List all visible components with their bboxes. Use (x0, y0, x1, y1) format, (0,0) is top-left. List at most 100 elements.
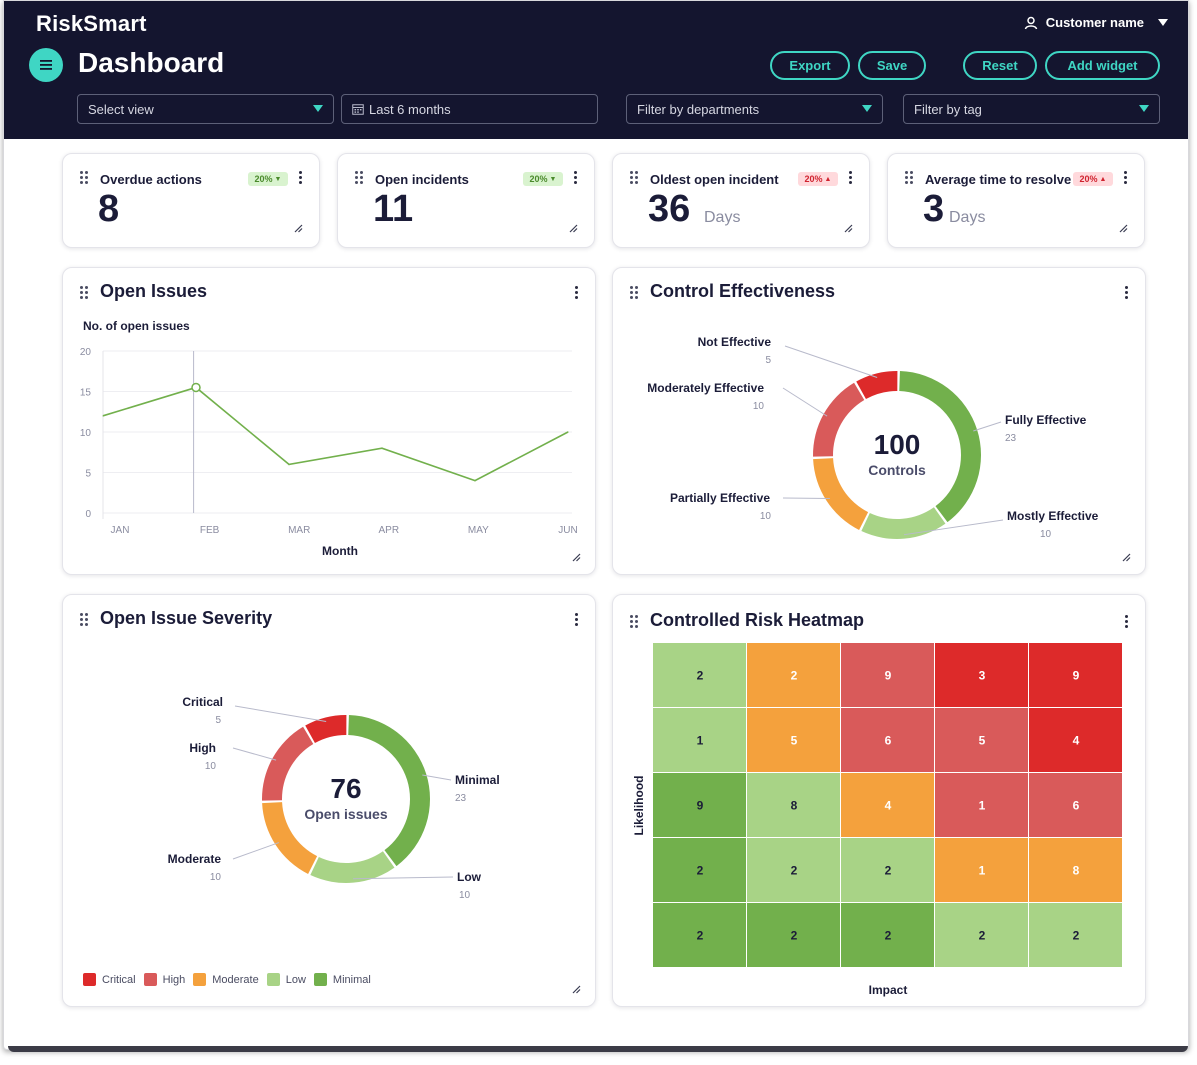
hamburger-icon (40, 60, 52, 70)
more-options-icon[interactable] (1124, 171, 1128, 187)
menu-button[interactable] (29, 48, 63, 82)
heatmap-cell[interactable] (1029, 643, 1122, 707)
donut-slice[interactable] (348, 715, 430, 867)
resize-handle-icon[interactable] (843, 223, 853, 233)
legend-item[interactable]: Moderate (193, 973, 259, 986)
more-options-icon[interactable] (575, 286, 579, 302)
more-options-icon[interactable] (575, 613, 579, 629)
user-name: Customer name (1045, 15, 1144, 30)
y-tick-label: 20 (80, 347, 92, 358)
change-value: 20% (254, 174, 273, 184)
data-point[interactable] (191, 382, 201, 393)
heatmap-cell[interactable] (1029, 708, 1122, 772)
drag-handle-icon[interactable] (80, 613, 88, 626)
resize-handle-icon[interactable] (571, 552, 581, 562)
drag-handle-icon[interactable] (80, 286, 88, 299)
heatmap-cell[interactable] (747, 708, 840, 772)
slice-label: High (189, 741, 216, 755)
drag-handle-icon[interactable] (630, 286, 638, 299)
more-options-icon[interactable] (574, 171, 578, 187)
heatmap-cell[interactable] (841, 903, 934, 967)
change-value: 20% (529, 174, 548, 184)
donut-slice[interactable] (856, 371, 898, 400)
heatmap-cell[interactable] (747, 903, 840, 967)
user-menu[interactable]: Customer name (1024, 15, 1168, 30)
reset-button[interactable]: Reset (963, 51, 1037, 80)
resize-handle-icon[interactable] (571, 984, 581, 994)
heatmap-cell-value: 4 (885, 799, 892, 813)
heatmap-cell[interactable] (1029, 838, 1122, 902)
heatmap-cell[interactable] (653, 838, 746, 902)
heatmap-cell[interactable] (1029, 773, 1122, 837)
heatmap-cell[interactable] (935, 643, 1028, 707)
resize-handle-icon[interactable] (1118, 223, 1128, 233)
tag-filter[interactable]: Filter by tag (903, 94, 1160, 124)
more-options-icon[interactable] (1125, 286, 1129, 302)
drag-handle-icon[interactable] (630, 171, 638, 184)
view-select[interactable]: Select view (77, 94, 334, 124)
legend-item[interactable]: Critical (83, 973, 136, 986)
heatmap-cell[interactable] (935, 773, 1028, 837)
widget-title: Open Issues (100, 281, 208, 301)
change-value: 20% (1079, 174, 1098, 184)
slice-label: Moderately Effective (647, 381, 764, 395)
heatmap-cell[interactable] (841, 773, 934, 837)
donut-slice[interactable] (899, 371, 981, 523)
x-tick-label: MAY (468, 525, 489, 536)
add-widget-button[interactable]: Add widget (1045, 51, 1160, 80)
heatmap-cell[interactable] (747, 838, 840, 902)
heatmap-cell-value: 5 (979, 734, 986, 748)
heatmap-cell[interactable] (841, 643, 934, 707)
heatmap-cell[interactable] (935, 708, 1028, 772)
drag-handle-icon[interactable] (630, 615, 638, 628)
heatmap-cell-value: 2 (697, 669, 704, 683)
drag-handle-icon[interactable] (355, 171, 363, 184)
heatmap-cell[interactable] (653, 903, 746, 967)
heatmap-cell[interactable] (747, 773, 840, 837)
donut-slice[interactable] (813, 458, 869, 530)
heatmap-cell-value: 4 (1073, 734, 1080, 748)
resize-handle-icon[interactable] (568, 223, 578, 233)
caret-down-icon (862, 105, 872, 112)
donut-slice[interactable] (861, 507, 946, 539)
legend-item[interactable]: High (143, 973, 185, 986)
x-tick-label: APR (379, 525, 400, 536)
slice-label: Low (457, 870, 482, 884)
export-button[interactable]: Export (770, 51, 850, 80)
heatmap-cell[interactable] (841, 708, 934, 772)
kpi-card: Oldest open incident 20% ▲ 36 Days (612, 153, 870, 248)
drag-handle-icon[interactable] (905, 171, 913, 184)
open-issue-severity-widget: Open Issue Severity Minimal 23 Low 10 Modera… (62, 594, 596, 1007)
heatmap-cell[interactable] (935, 838, 1028, 902)
heatmap-cell[interactable] (653, 708, 746, 772)
donut-slice[interactable] (305, 715, 347, 744)
more-options-icon[interactable] (1125, 615, 1129, 631)
legend-swatch (83, 973, 96, 986)
heatmap-cell[interactable] (841, 838, 934, 902)
donut-slice[interactable] (262, 726, 314, 801)
legend-item[interactable]: Minimal (313, 973, 371, 986)
donut-slice[interactable] (813, 382, 865, 457)
date-range-select[interactable]: Last 6 months (341, 94, 598, 124)
donut-slice[interactable] (262, 802, 318, 874)
legend-item[interactable]: Low (266, 973, 306, 986)
more-options-icon[interactable] (849, 171, 853, 187)
control-effectiveness-widget: Control Effectiveness Fully Effective 23 M… (612, 267, 1146, 575)
resize-handle-icon[interactable] (293, 223, 303, 233)
heatmap-cell[interactable] (653, 773, 746, 837)
donut-slice[interactable] (310, 851, 395, 883)
more-options-icon[interactable] (299, 171, 303, 187)
heatmap-cell[interactable] (935, 903, 1028, 967)
slice-value: 23 (455, 793, 467, 804)
drag-handle-icon[interactable] (80, 171, 88, 184)
department-filter[interactable]: Filter by departments (626, 94, 883, 124)
slice-value: 5 (215, 715, 221, 726)
save-button[interactable]: Save (858, 51, 926, 80)
open-issues-widget: Open Issues No. of open issues 20 15 10 5 0 JA… (62, 267, 596, 575)
heatmap-cell[interactable] (653, 643, 746, 707)
leader-line (973, 421, 1002, 432)
resize-handle-icon[interactable] (1121, 552, 1131, 562)
heatmap-cell[interactable] (1029, 903, 1122, 967)
heatmap-cell[interactable] (747, 643, 840, 707)
change-badge: 20% ▲ (1073, 172, 1113, 186)
